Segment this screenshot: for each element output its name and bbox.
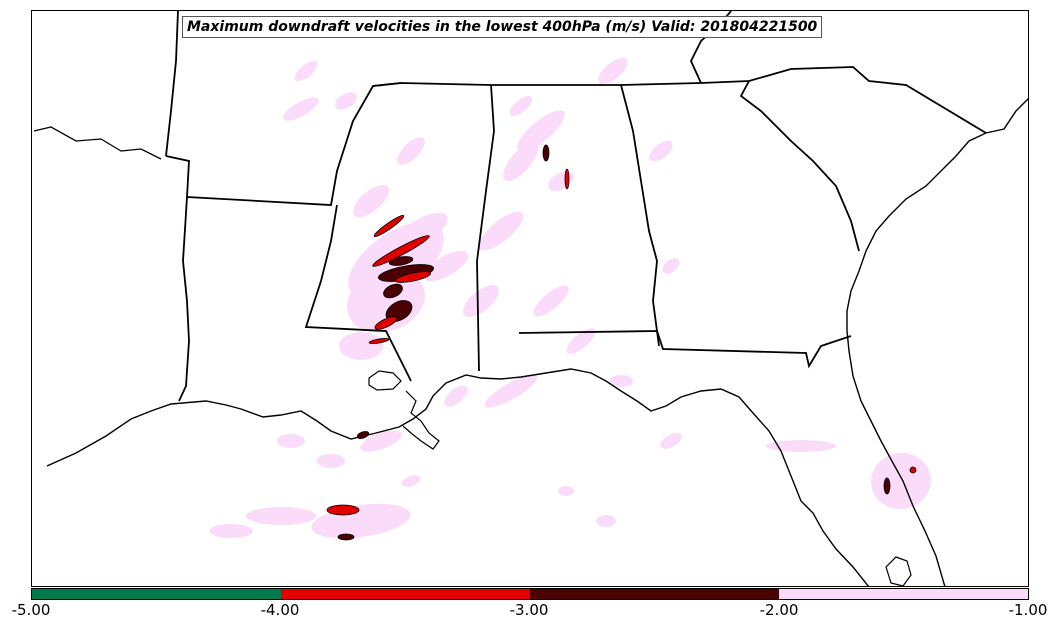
downdraft-cell <box>283 97 319 121</box>
downdraft-cell <box>564 168 570 190</box>
downdraft-cell <box>548 171 574 191</box>
louisiana-delta <box>402 390 440 450</box>
downdraft-cell <box>871 452 931 510</box>
strong-downdraft-areas <box>326 168 917 516</box>
mississippi-river <box>33 126 162 160</box>
downdraft-cell <box>598 57 628 85</box>
downdraft-cell <box>360 430 402 452</box>
lake-okeechobee <box>885 556 912 586</box>
downdraft-cell <box>372 235 430 267</box>
downdraft-cell <box>339 332 383 360</box>
downdraft-cell <box>373 214 405 238</box>
downdraft-cell <box>317 454 345 468</box>
downdraft-cell <box>649 140 673 162</box>
map-svg <box>33 11 1028 586</box>
downdraft-cell <box>397 137 425 165</box>
downdraft-cell <box>352 184 390 218</box>
downdraft-cell <box>478 211 524 251</box>
downdraft-cell <box>517 110 565 152</box>
downdraft-cell <box>326 504 360 516</box>
downdraft-cell <box>609 375 633 387</box>
downdraft-cell <box>311 503 411 539</box>
colorbar-bin-1 <box>32 589 281 599</box>
downdraft-cell <box>394 212 448 250</box>
colorbar-bin-3 <box>530 589 779 599</box>
colorbar-tick: -4.00 <box>260 601 300 619</box>
downdraft-cell <box>660 433 682 449</box>
colorbar-bin-4 <box>779 589 1028 599</box>
colorbar-tick: -2.00 <box>759 601 799 619</box>
downdraft-cell <box>294 60 318 82</box>
downdraft-cell <box>209 524 253 538</box>
downdraft-cell <box>337 533 355 541</box>
downdraft-cell <box>401 475 421 487</box>
downdraft-cell <box>558 486 574 496</box>
downdraft-cell <box>423 250 469 282</box>
downdraft-cell <box>503 140 539 182</box>
downdraft-cell <box>462 284 500 318</box>
colorbar <box>31 588 1029 600</box>
downdraft-cell <box>246 507 316 525</box>
lake-pontchartrain <box>368 370 402 391</box>
downdraft-cell <box>596 515 616 527</box>
downdraft-cell <box>383 283 403 299</box>
weak-downdraft-areas <box>209 57 931 539</box>
downdraft-cell <box>883 477 891 495</box>
map-title: Maximum downdraft velocities in the lowe… <box>182 16 823 38</box>
colorbar-tick: -1.00 <box>1008 601 1048 619</box>
downdraft-cell <box>368 337 390 345</box>
downdraft-cell <box>566 328 596 354</box>
map-panel <box>31 10 1029 587</box>
downdraft-cell <box>909 466 917 474</box>
downdraft-cell <box>356 431 370 439</box>
downdraft-cell <box>394 271 432 283</box>
moderate-downdraft-areas <box>337 144 891 541</box>
downdraft-cell <box>484 374 538 408</box>
downdraft-cell <box>335 92 357 110</box>
downdraft-cell <box>542 144 550 162</box>
colorbar-bin-2 <box>281 589 530 599</box>
downdraft-cell <box>277 434 305 448</box>
downdraft-cell <box>662 258 680 274</box>
downdraft-cell <box>533 285 569 317</box>
downdraft-cell <box>374 316 398 330</box>
colorbar-tick: -5.00 <box>11 601 51 619</box>
state-borders <box>165 11 987 402</box>
atlantic-coastline <box>846 98 1028 586</box>
downdraft-cell <box>444 385 468 407</box>
downdraft-cell <box>766 440 836 452</box>
gulf-coastline <box>46 368 870 586</box>
colorbar-tick: -3.00 <box>509 601 549 619</box>
downdraft-cell <box>509 95 533 117</box>
